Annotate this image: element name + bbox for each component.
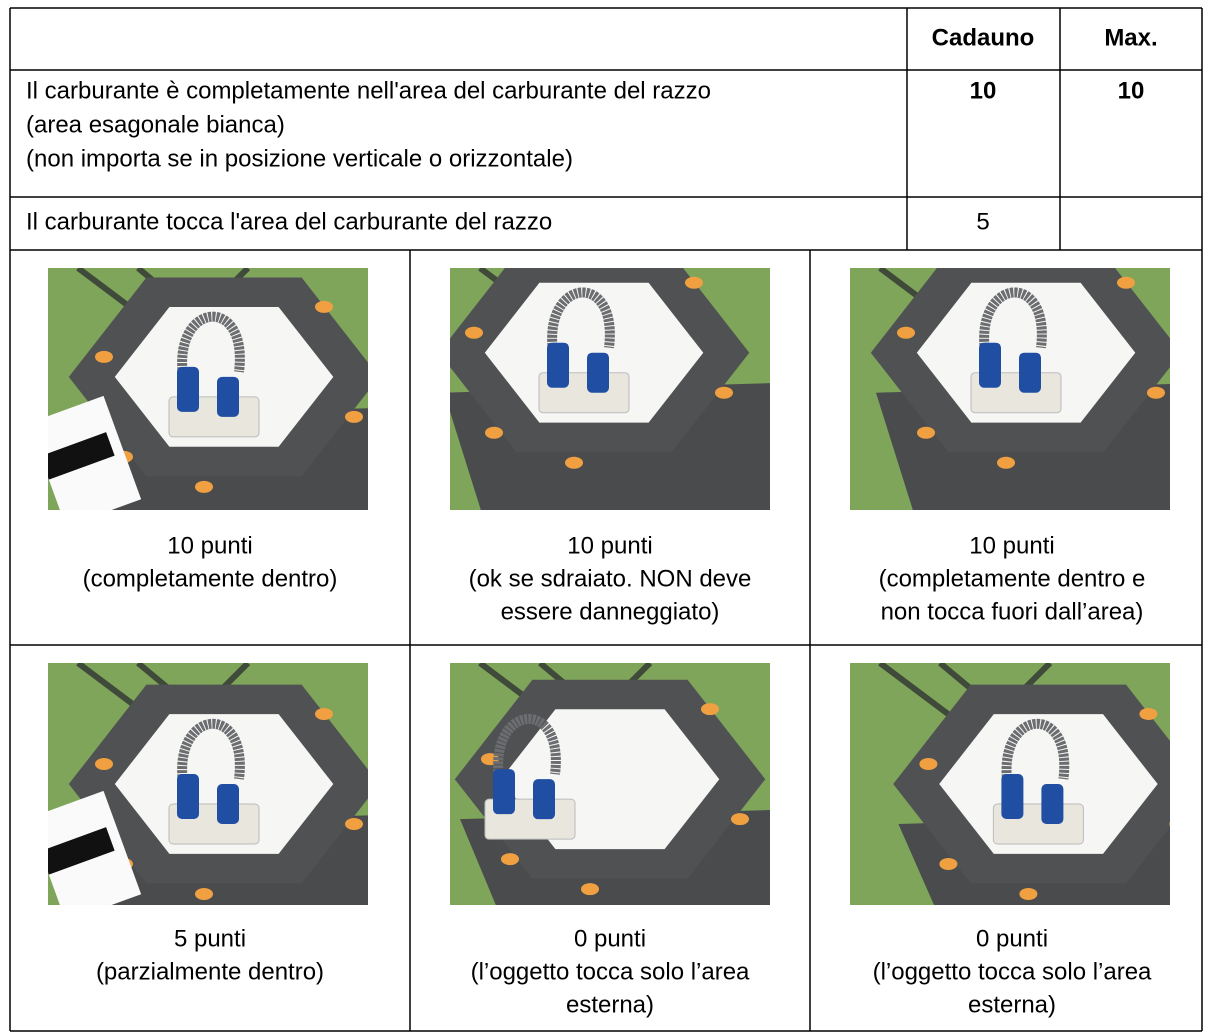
each-cell: 5 xyxy=(976,208,989,235)
hose xyxy=(1001,719,1070,790)
caption-note: esterna) xyxy=(968,991,1056,1018)
light xyxy=(1169,821,1170,827)
hose xyxy=(177,311,245,383)
caption-note: (ok se sdraiato. NON deve xyxy=(469,565,752,592)
light xyxy=(1019,888,1038,900)
light xyxy=(1147,386,1165,399)
light xyxy=(939,858,958,870)
cylinder xyxy=(1001,774,1024,819)
photo xyxy=(48,663,368,905)
photo xyxy=(450,663,770,905)
light xyxy=(195,480,213,493)
light xyxy=(1117,276,1135,289)
light xyxy=(581,883,599,896)
hose xyxy=(979,287,1047,359)
cylinder xyxy=(533,779,555,820)
light xyxy=(731,813,749,826)
light xyxy=(195,888,213,900)
table-grid xyxy=(9,7,1203,1032)
black-strip xyxy=(48,432,115,480)
cylinder xyxy=(979,342,1001,388)
cylinder xyxy=(177,774,199,819)
caption-note: (l’oggetto tocca solo l’area xyxy=(873,958,1152,985)
light xyxy=(345,410,363,423)
cylinder xyxy=(1019,352,1041,393)
photo xyxy=(850,663,1170,905)
header-cell: Cadauno xyxy=(932,24,1035,51)
caption-points: 5 punti xyxy=(174,925,246,952)
light xyxy=(565,456,583,469)
light xyxy=(715,386,733,399)
photo xyxy=(48,268,368,510)
caption-points: 0 punti xyxy=(574,925,646,952)
caption-points: 0 punti xyxy=(976,925,1048,952)
light xyxy=(919,758,938,770)
hose xyxy=(177,719,245,790)
hose xyxy=(493,714,561,786)
light xyxy=(485,426,503,439)
caption-note: esterna) xyxy=(566,991,654,1018)
light xyxy=(501,853,519,866)
cylinder xyxy=(493,769,515,815)
light xyxy=(685,276,703,289)
light xyxy=(95,350,113,363)
cylinder xyxy=(217,784,239,824)
light xyxy=(917,426,935,439)
light xyxy=(997,456,1015,469)
light xyxy=(701,703,719,716)
photo xyxy=(850,268,1170,510)
caption-note: essere danneggiato) xyxy=(501,598,720,625)
caption-note: non tocca fuori dall’area) xyxy=(881,598,1144,625)
caption-note: (completamente dentro) xyxy=(83,565,338,592)
max-cell: 10 xyxy=(1118,77,1145,104)
photos: 10 punti (completamente dentro) 10 punti (o… xyxy=(48,268,1170,1018)
light xyxy=(95,758,113,770)
photo xyxy=(450,268,770,510)
caption-note: (completamente dentro e xyxy=(879,565,1146,592)
light xyxy=(315,708,333,720)
light xyxy=(345,818,363,830)
caption-points: 10 punti xyxy=(567,532,652,559)
cylinder xyxy=(177,366,199,412)
row-text: (non importa se in posizione verticale o… xyxy=(26,145,573,172)
row-text: Il carburante tocca l'area del carburant… xyxy=(26,208,552,235)
light xyxy=(897,326,915,339)
caption-note: (l’oggetto tocca solo l’area xyxy=(471,958,750,985)
light xyxy=(1139,708,1158,720)
row-text: Il carburante è completamente nell'area … xyxy=(26,77,711,104)
cylinder xyxy=(1041,784,1064,824)
light xyxy=(465,326,483,339)
each-cell: 10 xyxy=(970,77,997,104)
cylinder xyxy=(217,376,239,417)
header-cell: Max. xyxy=(1104,24,1157,51)
caption-note: (parzialmente dentro) xyxy=(96,958,324,985)
row-text: (area esagonale bianca) xyxy=(26,111,285,138)
light xyxy=(315,300,333,313)
black-strip xyxy=(48,827,115,875)
caption-points: 10 punti xyxy=(969,532,1054,559)
cylinder xyxy=(587,352,609,393)
caption-points: 10 punti xyxy=(167,532,252,559)
cylinder xyxy=(547,342,569,388)
hose xyxy=(547,287,615,359)
